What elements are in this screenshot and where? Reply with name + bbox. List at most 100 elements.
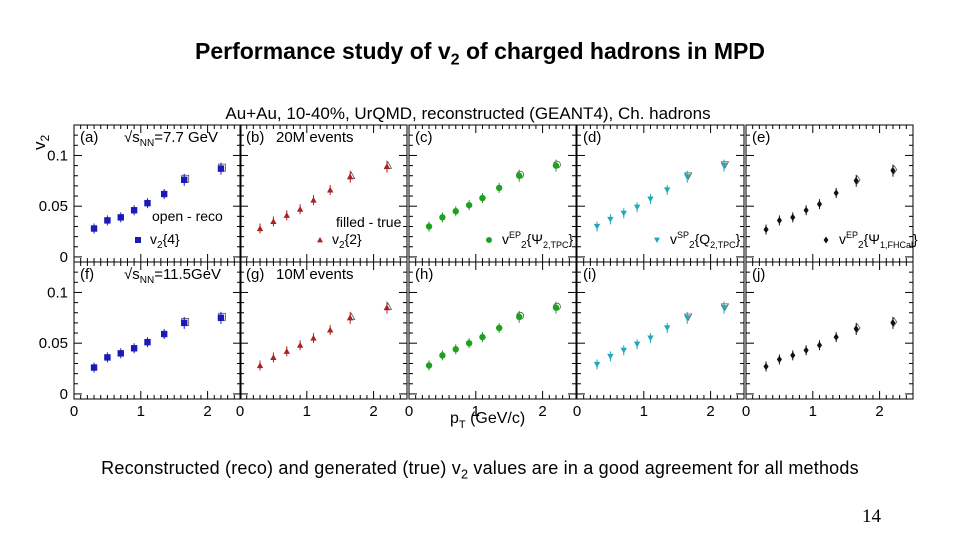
data-point — [776, 355, 782, 364]
y-tick-label: 0.05 — [39, 335, 68, 352]
data-point — [256, 362, 264, 369]
events-label: 10M events — [276, 266, 354, 283]
data-point — [465, 339, 473, 347]
data-point — [853, 177, 859, 185]
x-tick-label: 1 — [472, 403, 480, 420]
panel-frame-1-2 — [408, 261, 577, 400]
legend-v2-ep-tpc: vEP2{Ψ2,TPC} — [502, 230, 573, 251]
data-point — [620, 210, 627, 217]
data-point — [117, 350, 124, 357]
data-point — [217, 314, 225, 322]
data-point — [816, 341, 823, 349]
x-tick-label: 1 — [303, 403, 311, 420]
x-tick-label: 2 — [369, 403, 377, 420]
x-tick-label: 0 — [573, 403, 581, 420]
data-point — [803, 346, 809, 354]
data-point — [495, 184, 503, 192]
data-point — [326, 326, 334, 333]
x-tick-label: 2 — [538, 403, 546, 420]
data-point — [552, 162, 560, 169]
chart-title: Au+Au, 10-40%, UrQMD, reconstructed (GEA… — [225, 104, 710, 123]
data-point — [763, 225, 769, 234]
data-point — [633, 204, 641, 211]
x-tick-label: 2 — [203, 403, 211, 420]
y-axis-label: v2 — [30, 135, 52, 151]
data-point — [296, 206, 304, 212]
x-tick-label: 1 — [640, 403, 648, 420]
panel-label: (a) — [80, 129, 98, 146]
data-point — [326, 186, 334, 193]
data-point — [633, 341, 641, 348]
data-point — [439, 214, 446, 221]
data-point — [684, 174, 691, 180]
x-tick-label: 0 — [236, 403, 244, 420]
data-point — [296, 342, 304, 348]
data-point — [647, 196, 654, 203]
data-point — [310, 334, 317, 341]
data-point — [90, 364, 98, 371]
data-point — [647, 335, 654, 342]
data-point — [495, 324, 503, 332]
y-tick-label: 0.1 — [47, 284, 68, 301]
legend-marker — [486, 237, 492, 243]
data-point — [516, 313, 523, 320]
data-point — [439, 352, 446, 359]
data-point — [776, 216, 782, 225]
data-point — [144, 199, 151, 207]
panel-label: (f) — [80, 266, 94, 283]
panel-label: (d) — [583, 129, 601, 146]
energy-label: √sNN=11.5GeV — [124, 266, 221, 286]
data-point — [104, 217, 111, 224]
data-point — [425, 223, 433, 230]
panel-label: (j) — [752, 266, 765, 283]
data-point — [90, 225, 98, 232]
data-point — [425, 362, 433, 369]
legend-marker — [135, 237, 141, 243]
data-point — [160, 190, 168, 198]
data-point — [270, 218, 277, 224]
data-point — [181, 319, 188, 327]
panel-label: (g) — [246, 266, 264, 283]
data-point — [160, 330, 168, 338]
data-point — [144, 338, 151, 346]
panel-label: (h) — [415, 266, 433, 283]
data-point — [833, 189, 839, 197]
data-point — [816, 200, 823, 208]
x-tick-label: 2 — [875, 403, 883, 420]
data-point — [853, 325, 859, 333]
data-point — [347, 314, 354, 321]
panel-label: (b) — [246, 129, 264, 146]
slide-title: Performance study of v2 of charged hadro… — [194, 38, 765, 69]
data-point — [763, 362, 769, 371]
panel-label: (c) — [415, 129, 433, 146]
panel-frame-1-0 — [73, 261, 242, 400]
data-point — [593, 361, 601, 368]
legend-v2-4: v2{4} — [150, 231, 180, 251]
data-point — [684, 315, 691, 322]
legend-v2-ep-fhcal: vEP2{Ψ1,FHCal} — [839, 230, 918, 251]
data-point — [790, 351, 796, 360]
x-tick-label: 1 — [137, 403, 145, 420]
data-point — [283, 348, 290, 354]
data-point — [479, 333, 486, 341]
events-label: 20M events — [276, 129, 354, 146]
panel-frame-1-3 — [576, 261, 745, 400]
legend-filled-true: filled - true — [336, 214, 402, 230]
panel-label: (i) — [583, 266, 596, 283]
data-point — [270, 354, 277, 360]
data-point — [310, 196, 317, 203]
data-point — [130, 345, 138, 352]
data-point — [890, 166, 896, 175]
energy-label: √sNN=7.7 GeV — [124, 129, 218, 149]
x-tick-label: 0 — [405, 403, 413, 420]
data-point — [593, 223, 601, 230]
data-point — [663, 325, 671, 332]
y-tick-label: 0.1 — [47, 147, 68, 164]
data-point — [720, 163, 728, 169]
data-point — [663, 187, 671, 194]
legend-marker — [654, 237, 660, 243]
legend-marker — [317, 237, 323, 243]
x-tick-label: 2 — [706, 403, 714, 420]
data-point — [452, 346, 459, 353]
